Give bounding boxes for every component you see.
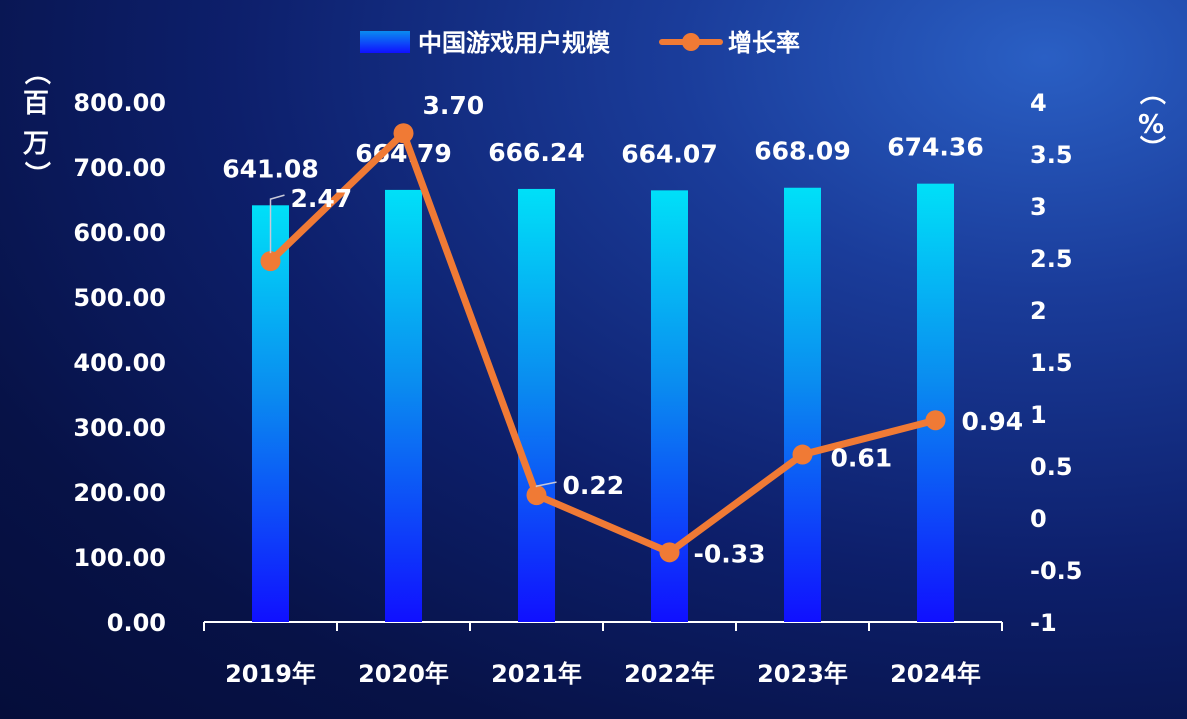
bar bbox=[385, 189, 422, 622]
growth-labels: 2.47 3.70 0.22 -0.33 0.61 0.94 bbox=[269, 91, 1024, 568]
growth-value-label: 2.47 bbox=[291, 184, 353, 213]
legend: 中国游戏用户规模 增长率 bbox=[360, 29, 800, 57]
right-axis-unit: （ % ） bbox=[1136, 79, 1166, 161]
growth-label-leader bbox=[535, 481, 557, 488]
growth-line-path bbox=[267, 129, 939, 556]
growth-point bbox=[260, 251, 281, 272]
x-axis: 2019年 2020年 2021年 2022年 2023年 2024年 bbox=[203, 621, 1003, 688]
bar-value-label: 666.24 bbox=[488, 138, 584, 167]
right-tick-label: 4 bbox=[1030, 89, 1047, 117]
bar bbox=[252, 205, 289, 622]
right-axis-unit-c1: % bbox=[1138, 110, 1164, 140]
growth-label-leader bbox=[269, 194, 285, 254]
growth-value-label: 0.22 bbox=[563, 471, 625, 500]
legend-line-marker bbox=[682, 33, 700, 51]
right-tick-label: 2.5 bbox=[1030, 245, 1073, 273]
growth-point bbox=[393, 123, 414, 144]
right-tick-label: -1 bbox=[1030, 609, 1057, 637]
left-axis-unit-open: （ bbox=[21, 59, 51, 85]
right-tick-label: 0 bbox=[1030, 505, 1047, 533]
right-tick-label: 0.5 bbox=[1030, 453, 1073, 481]
bar-value-label: 668.09 bbox=[754, 137, 850, 166]
left-tick-label: 500.00 bbox=[73, 284, 166, 312]
left-axis-unit: （ 百 万 ） bbox=[21, 59, 51, 187]
bar bbox=[917, 183, 954, 622]
right-tick-label: -0.5 bbox=[1030, 557, 1082, 585]
growth-point bbox=[526, 485, 547, 506]
left-tick-label: 700.00 bbox=[73, 154, 166, 182]
x-tick-label: 2019年 bbox=[225, 660, 316, 688]
left-tick-label: 300.00 bbox=[73, 414, 166, 442]
growth-value-label: 0.94 bbox=[962, 407, 1024, 436]
right-tick-label: 1.5 bbox=[1030, 349, 1073, 377]
bar-value-label: 674.36 bbox=[887, 133, 983, 162]
legend-bar-swatch bbox=[360, 31, 410, 53]
x-tick-label: 2023年 bbox=[757, 660, 848, 688]
legend-line-label: 增长率 bbox=[728, 29, 800, 57]
growth-line bbox=[260, 123, 946, 563]
x-tick-label: 2024年 bbox=[890, 660, 981, 688]
growth-point bbox=[659, 542, 680, 563]
left-axis-unit-c1: 百 bbox=[23, 89, 49, 119]
bar bbox=[518, 188, 555, 622]
x-tick-label: 2020年 bbox=[358, 660, 449, 688]
left-axis-ticks: 0.00 100.00 200.00 300.00 400.00 500.00 600.00… bbox=[73, 89, 166, 637]
left-tick-label: 0.00 bbox=[107, 609, 166, 637]
bars bbox=[252, 183, 954, 623]
growth-value-label: 0.61 bbox=[831, 444, 893, 473]
left-tick-label: 400.00 bbox=[73, 349, 166, 377]
left-tick-label: 200.00 bbox=[73, 479, 166, 507]
left-tick-label: 800.00 bbox=[73, 89, 166, 117]
bar-value-label: 664.07 bbox=[621, 139, 717, 168]
growth-point bbox=[925, 410, 946, 431]
x-tick-label: 2022年 bbox=[624, 660, 715, 688]
left-tick-label: 100.00 bbox=[73, 544, 166, 572]
right-axis-ticks: -1 -0.5 0 0.5 1 1.5 2 2.5 3 3.5 4 bbox=[1030, 89, 1082, 637]
x-tick-label: 2021年 bbox=[491, 660, 582, 688]
right-axis-unit-open: （ bbox=[1136, 79, 1166, 105]
legend-bar-label: 中国游戏用户规模 bbox=[418, 29, 611, 57]
left-tick-label: 600.00 bbox=[73, 219, 166, 247]
left-axis-unit-close: ） bbox=[21, 161, 51, 187]
bar-value-label: 641.08 bbox=[222, 154, 318, 183]
right-tick-label: 1 bbox=[1030, 401, 1047, 429]
right-tick-label: 2 bbox=[1030, 297, 1047, 325]
right-axis-unit-close: ） bbox=[1136, 135, 1166, 161]
growth-point bbox=[792, 444, 813, 465]
left-axis-unit-c2: 万 bbox=[23, 129, 49, 159]
right-tick-label: 3 bbox=[1030, 193, 1047, 221]
growth-value-label: 3.70 bbox=[423, 91, 485, 120]
growth-value-label: -0.33 bbox=[694, 539, 766, 568]
bar bbox=[784, 187, 821, 622]
right-tick-label: 3.5 bbox=[1030, 141, 1073, 169]
